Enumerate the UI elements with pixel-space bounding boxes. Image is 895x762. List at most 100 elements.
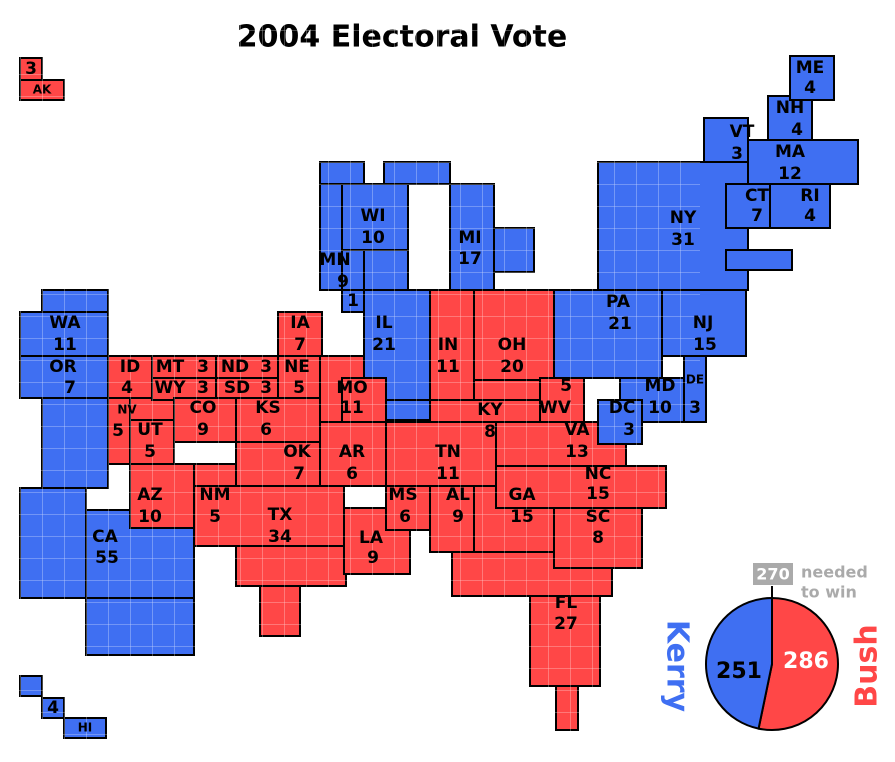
state-abbr: RI: [800, 186, 819, 206]
threshold-note: to win: [801, 583, 857, 602]
state-votes: 12: [778, 164, 802, 184]
state-votes: 55: [95, 548, 119, 568]
state-block: [767, 95, 813, 141]
state-votes: 6: [399, 507, 411, 527]
state-abbr: TX: [268, 505, 293, 525]
state-abbr: SC: [586, 507, 611, 527]
state-abbr: NM: [199, 485, 230, 505]
state-abbr: NV: [117, 403, 137, 417]
state-votes: 17: [458, 249, 482, 269]
state-votes: 8: [592, 528, 604, 548]
state-abbr: FL: [555, 593, 578, 613]
state-abbr: CO: [190, 398, 217, 418]
state-votes: 9: [452, 507, 464, 527]
state-block: [725, 249, 793, 271]
state-votes: 3: [260, 378, 272, 398]
state-block: [259, 585, 301, 637]
state-votes: 11: [436, 464, 460, 484]
state-abbr: TN: [435, 442, 461, 462]
state-votes: 11: [53, 335, 77, 355]
state-block: [19, 675, 43, 697]
state-votes: 4: [791, 120, 803, 140]
state-abbr: WA: [49, 313, 81, 333]
pie-total: 251: [716, 659, 762, 684]
state-abbr: OK: [283, 442, 311, 462]
state-abbr: WI: [360, 206, 385, 226]
state-abbr: MD: [644, 376, 675, 396]
state-abbr: ND: [221, 357, 249, 377]
state-votes: 7: [293, 464, 305, 484]
state-abbr: HI: [78, 721, 93, 735]
state-block: [473, 379, 541, 401]
state-abbr: KS: [255, 398, 280, 418]
state-votes: 3: [260, 357, 272, 377]
state-votes: 15: [510, 507, 534, 527]
state-block: [85, 597, 195, 656]
state-abbr: NC: [585, 464, 612, 484]
state-votes: 4: [804, 206, 816, 226]
state-abbr: VT: [730, 122, 755, 142]
state-votes: 34: [268, 527, 292, 547]
state-abbr: MT: [156, 357, 185, 377]
state-abbr: OR: [49, 357, 77, 377]
state-votes: 3: [197, 357, 209, 377]
state-abbr: IN: [438, 335, 459, 355]
state-abbr: OH: [498, 335, 527, 355]
state-votes: 7: [751, 206, 763, 226]
state-block: [41, 289, 109, 313]
state-abbr: MO: [336, 378, 367, 398]
state-votes: 5: [209, 507, 221, 527]
state-abbr: LA: [359, 528, 384, 548]
state-abbr: KY: [477, 400, 503, 420]
threshold-value: 270: [756, 565, 789, 584]
state-block: [383, 161, 451, 185]
state-block: [41, 397, 109, 489]
state-abbr: NJ: [693, 313, 714, 333]
state-votes: 9: [367, 548, 379, 568]
state-abbr: IL: [375, 313, 392, 333]
state-votes: 5: [144, 442, 156, 462]
state-votes: 4: [47, 698, 59, 718]
threshold-note: needed: [801, 563, 868, 582]
pie-slice: [705, 596, 773, 730]
state-abbr: DE: [686, 373, 704, 387]
state-votes: 13: [565, 442, 589, 462]
state-votes: 7: [294, 335, 306, 355]
state-abbr: ID: [120, 357, 140, 377]
state-block: [789, 55, 835, 101]
party-name: Kerry: [660, 620, 695, 713]
state-abbr: CT: [745, 186, 769, 206]
state-abbr: MI: [458, 228, 481, 248]
state-votes: 10: [138, 507, 162, 527]
state-votes: 4: [121, 378, 133, 398]
party-name: Bush: [850, 624, 885, 707]
state-votes: 21: [372, 335, 396, 355]
state-votes: 8: [484, 422, 496, 442]
state-votes: 4: [804, 78, 816, 98]
state-abbr: CA: [92, 527, 118, 547]
state-block: [319, 161, 365, 185]
state-votes: 11: [436, 357, 460, 377]
state-abbr: MA: [775, 142, 806, 162]
state-votes: 3: [25, 59, 37, 79]
state-abbr: MS: [388, 485, 417, 505]
state-abbr: PA: [606, 292, 631, 312]
state-abbr: WY: [154, 378, 186, 398]
pie-slice: [757, 596, 839, 731]
state-votes: 5: [293, 378, 305, 398]
state-abbr: VA: [564, 420, 590, 440]
state-block: [725, 183, 771, 229]
title: 2004 Electoral Vote: [237, 20, 567, 55]
state-abbr: DC: [609, 398, 636, 418]
state-abbr: NH: [776, 98, 804, 118]
state-abbr: SD: [224, 378, 250, 398]
state-block: [493, 227, 535, 273]
state-block: [363, 249, 409, 291]
state-votes: 21: [608, 314, 632, 334]
state-abbr: NE: [284, 357, 310, 377]
state-votes: 3: [623, 420, 635, 440]
pie-total: 286: [783, 649, 829, 674]
state-abbr: AK: [33, 83, 52, 97]
state-votes: 5: [112, 421, 124, 441]
state-block: [703, 117, 749, 163]
